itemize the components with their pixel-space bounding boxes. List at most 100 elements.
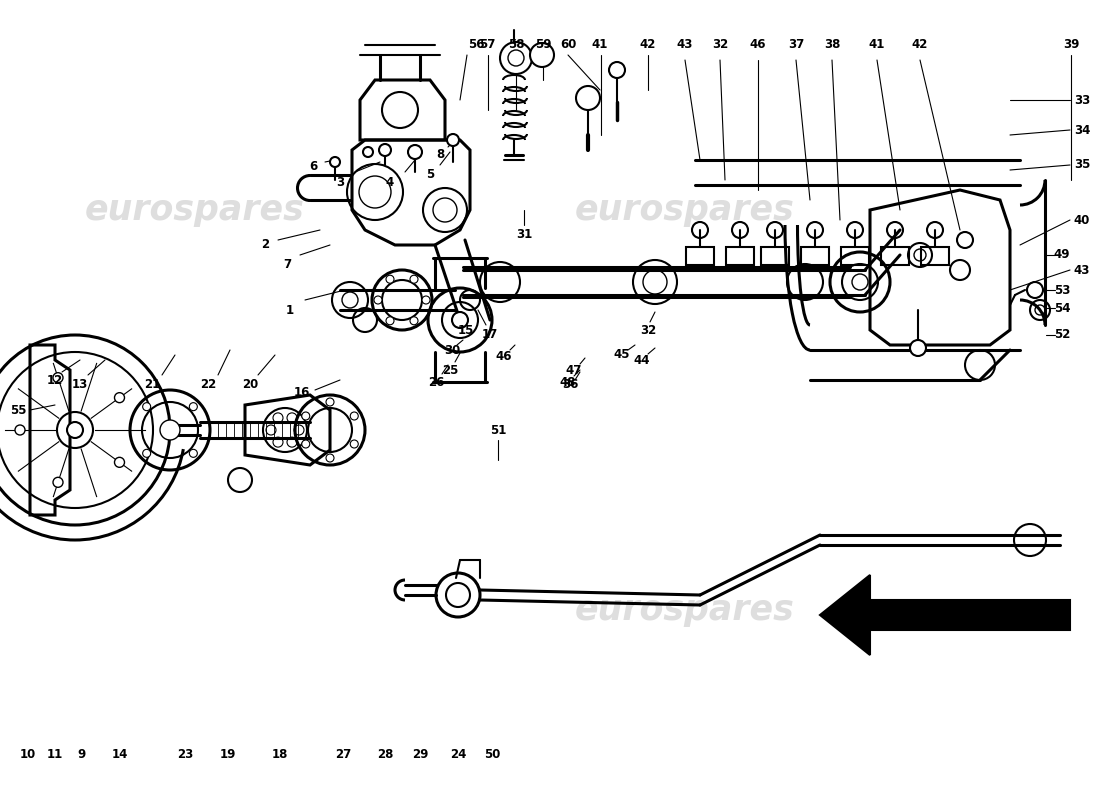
Circle shape xyxy=(500,42,532,74)
Circle shape xyxy=(114,458,124,467)
Text: 48: 48 xyxy=(560,375,576,389)
Text: 20: 20 xyxy=(242,378,258,391)
Circle shape xyxy=(350,412,359,420)
Text: 46: 46 xyxy=(750,38,767,51)
Circle shape xyxy=(53,478,63,487)
Circle shape xyxy=(576,86,600,110)
Circle shape xyxy=(410,317,418,325)
Text: 40: 40 xyxy=(1074,214,1090,226)
Bar xyxy=(921,247,949,265)
Circle shape xyxy=(189,402,197,410)
Text: 14: 14 xyxy=(112,749,129,762)
Text: 2: 2 xyxy=(261,238,270,251)
Text: 11: 11 xyxy=(47,749,63,762)
Text: 43: 43 xyxy=(1074,263,1090,277)
Text: eurospares: eurospares xyxy=(85,193,305,227)
Text: 18: 18 xyxy=(272,749,288,762)
Bar xyxy=(801,247,829,265)
Text: 37: 37 xyxy=(788,38,804,51)
Text: 58: 58 xyxy=(508,38,525,51)
Bar xyxy=(761,247,789,265)
Text: 6: 6 xyxy=(309,159,317,173)
Text: 27: 27 xyxy=(334,749,351,762)
Text: 60: 60 xyxy=(560,38,576,51)
Text: 21: 21 xyxy=(144,378,161,391)
Text: 35: 35 xyxy=(1074,158,1090,171)
Text: eurospares: eurospares xyxy=(575,593,795,627)
Circle shape xyxy=(330,157,340,167)
Text: 36: 36 xyxy=(562,378,579,391)
Text: 31: 31 xyxy=(516,229,532,242)
Text: 33: 33 xyxy=(1074,94,1090,106)
Text: 52: 52 xyxy=(1054,329,1070,342)
Polygon shape xyxy=(820,575,1070,655)
Text: 19: 19 xyxy=(220,749,236,762)
Circle shape xyxy=(114,393,124,402)
Text: 29: 29 xyxy=(411,749,428,762)
Text: 54: 54 xyxy=(1054,302,1070,314)
Circle shape xyxy=(910,340,926,356)
Circle shape xyxy=(301,412,310,420)
Circle shape xyxy=(374,296,382,304)
Circle shape xyxy=(160,420,180,440)
Text: 12: 12 xyxy=(47,374,63,386)
Circle shape xyxy=(15,425,25,435)
Circle shape xyxy=(301,440,310,448)
Circle shape xyxy=(326,454,334,462)
Text: 45: 45 xyxy=(614,349,630,362)
Text: 16: 16 xyxy=(294,386,310,398)
Text: 41: 41 xyxy=(869,38,886,51)
Text: 42: 42 xyxy=(912,38,928,51)
Text: 10: 10 xyxy=(20,749,36,762)
Circle shape xyxy=(386,317,394,325)
Text: 38: 38 xyxy=(824,38,840,51)
Text: 50: 50 xyxy=(484,749,500,762)
Circle shape xyxy=(67,422,82,438)
Bar xyxy=(686,247,714,265)
Text: 4: 4 xyxy=(386,175,394,189)
Text: 42: 42 xyxy=(640,38,657,51)
Circle shape xyxy=(852,274,868,290)
Text: 26: 26 xyxy=(428,375,444,389)
Bar xyxy=(881,247,909,265)
Circle shape xyxy=(143,402,151,410)
Circle shape xyxy=(447,134,459,146)
Text: 24: 24 xyxy=(450,749,466,762)
Text: 13: 13 xyxy=(72,378,88,391)
Text: 57: 57 xyxy=(478,38,495,51)
Text: 17: 17 xyxy=(482,329,498,342)
Text: 22: 22 xyxy=(200,378,216,391)
Text: 9: 9 xyxy=(78,749,86,762)
Text: 55: 55 xyxy=(10,403,26,417)
Text: 41: 41 xyxy=(592,38,608,51)
Text: 56: 56 xyxy=(468,38,484,51)
Circle shape xyxy=(363,147,373,157)
Text: 47: 47 xyxy=(565,363,582,377)
Text: 34: 34 xyxy=(1074,123,1090,137)
Text: 49: 49 xyxy=(1054,249,1070,262)
Circle shape xyxy=(379,144,390,156)
Text: 32: 32 xyxy=(712,38,728,51)
Bar xyxy=(726,247,754,265)
Text: 15: 15 xyxy=(458,323,474,337)
Text: 51: 51 xyxy=(490,423,506,437)
Circle shape xyxy=(53,373,63,382)
Text: 28: 28 xyxy=(377,749,393,762)
Text: 1: 1 xyxy=(286,303,294,317)
Circle shape xyxy=(609,62,625,78)
Text: 39: 39 xyxy=(1063,38,1079,51)
Circle shape xyxy=(408,145,422,159)
Circle shape xyxy=(410,275,418,283)
Text: 46: 46 xyxy=(496,350,513,362)
Text: 7: 7 xyxy=(283,258,292,270)
Text: eurospares: eurospares xyxy=(575,193,795,227)
Text: 25: 25 xyxy=(442,363,459,377)
Circle shape xyxy=(143,450,151,458)
Circle shape xyxy=(386,275,394,283)
Circle shape xyxy=(326,398,334,406)
Bar xyxy=(842,247,869,265)
Circle shape xyxy=(350,440,359,448)
Circle shape xyxy=(342,292,358,308)
Circle shape xyxy=(422,296,430,304)
Circle shape xyxy=(530,43,554,67)
